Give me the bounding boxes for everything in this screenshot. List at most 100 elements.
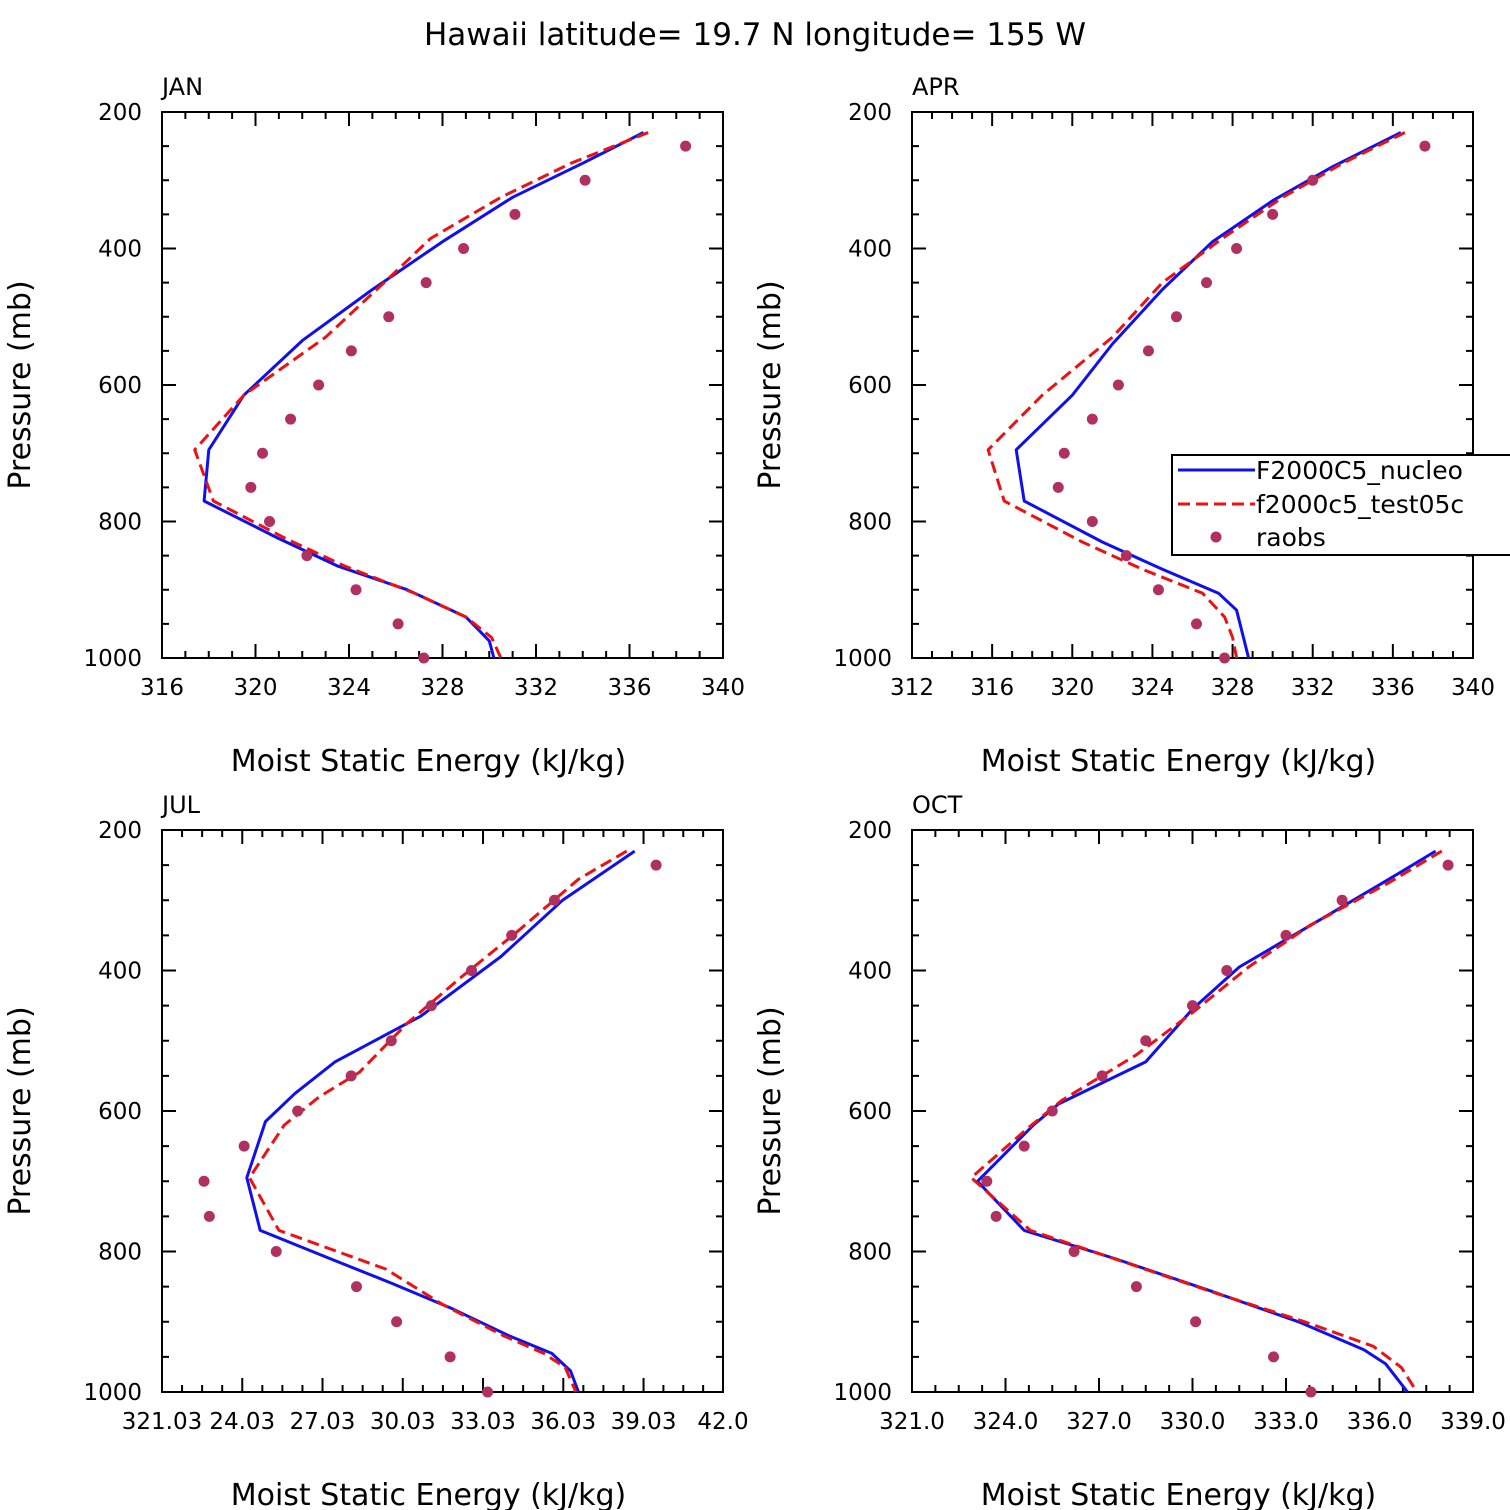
y-tick-label: 400 (848, 959, 892, 985)
raobs-point (650, 859, 662, 871)
series-line-test05c (193, 131, 649, 659)
x-tick-label: 336 (608, 675, 652, 701)
raobs-point (990, 1210, 1002, 1222)
y-axis-label: Pressure (mb) (3, 1006, 38, 1215)
y-tick-label: 400 (848, 237, 892, 263)
raobs-point (391, 1316, 403, 1328)
raobs-point (548, 894, 560, 906)
x-tick-label: 321.03 (122, 1409, 202, 1435)
x-tick-label: 33.03 (450, 1409, 516, 1435)
series-line-test05c (248, 849, 628, 1393)
panel-apr: 200 400 600 800 1000 312 316 320 324 328 332 336 340… (753, 73, 1495, 779)
y-tick-label: 600 (848, 373, 892, 399)
x-tick-label: 324 (327, 675, 371, 701)
raobs-point (1046, 1105, 1058, 1117)
plot-frame (911, 829, 1474, 1393)
y-tick-label: 400 (98, 237, 142, 263)
y-tick-label: 200 (848, 818, 892, 844)
x-tick-label: 333.0 (1253, 1409, 1319, 1435)
raobs-point (270, 1246, 282, 1257)
raobs-point (292, 1105, 304, 1117)
x-axis-label: Moist Static Energy (kJ/kg) (981, 1478, 1377, 1510)
raobs-point (313, 379, 325, 391)
figure-title: Hawaii latitude= 19.7 N longitude= 155 W (424, 17, 1086, 53)
x-tick-label: 36.03 (530, 1409, 596, 1435)
panel-title: JAN (160, 73, 203, 101)
x-tick-label: 316 (140, 675, 184, 701)
raobs-point (1336, 894, 1348, 906)
y-tick-label: 800 (98, 1240, 142, 1266)
raobs-point (1068, 1246, 1080, 1257)
raobs-point (444, 1351, 456, 1363)
y-tick-label: 200 (98, 100, 142, 126)
y-tick-label: 600 (98, 1099, 142, 1125)
x-axis-label: Moist Static Energy (kJ/kg) (231, 744, 627, 779)
legend-label: F2000C5_nucleo (1256, 456, 1463, 485)
panel-title: JUL (160, 791, 201, 819)
x-tick-label: 332 (514, 675, 558, 701)
raobs-point (350, 584, 362, 596)
raobs-point (509, 208, 521, 220)
raobs-point (257, 447, 269, 459)
raobs-point (385, 1035, 397, 1047)
raobs-point (1201, 277, 1213, 289)
x-tick-label: 327.0 (1066, 1409, 1132, 1435)
raobs-point (1267, 208, 1279, 220)
raobs-point (420, 277, 432, 289)
series-line-nucleo (976, 849, 1437, 1393)
raobs-point (1231, 243, 1243, 254)
legend-marker (1210, 531, 1222, 543)
raobs-point (1307, 174, 1319, 186)
x-tick-label: 30.03 (370, 1409, 436, 1435)
y-axis-label: Pressure (mb) (753, 1006, 788, 1215)
x-tick-label: 332 (1291, 675, 1335, 701)
plot-frame (161, 829, 724, 1393)
raobs-point (1419, 140, 1431, 152)
raobs-point (418, 652, 430, 664)
y-tick-label: 1000 (83, 646, 142, 672)
x-tick-label: 339.0 (1440, 1409, 1506, 1435)
raobs-point (1112, 379, 1124, 391)
raobs-point (203, 1210, 215, 1222)
raobs-point (345, 1070, 357, 1082)
y-tick-label: 400 (98, 959, 142, 985)
x-tick-label: 42.0 (697, 1409, 748, 1435)
x-tick-label: 324 (1130, 675, 1174, 701)
y-tick-label: 1000 (833, 1380, 892, 1406)
y-tick-label: 800 (98, 510, 142, 536)
x-tick-label: 328 (1211, 675, 1255, 701)
raobs-point (1442, 859, 1454, 871)
y-tick-label: 800 (848, 510, 892, 536)
raobs-point (1140, 1035, 1152, 1047)
y-axis-label: Pressure (mb) (753, 280, 788, 489)
x-tick-label: 39.03 (611, 1409, 677, 1435)
raobs-point (350, 1281, 362, 1293)
raobs-point (1096, 1070, 1108, 1082)
raobs-point (1191, 618, 1203, 630)
raobs-point (981, 1175, 993, 1187)
raobs-point (1268, 1351, 1280, 1363)
y-tick-label: 800 (848, 1240, 892, 1266)
raobs-point (1190, 1316, 1202, 1328)
x-tick-label: 27.03 (290, 1409, 356, 1435)
raobs-point (1280, 929, 1292, 941)
x-tick-label: 336 (1371, 675, 1415, 701)
raobs-point (458, 243, 470, 254)
panel-title: APR (912, 73, 960, 101)
raobs-point (245, 481, 257, 493)
y-tick-label: 600 (848, 1099, 892, 1125)
raobs-point (1120, 550, 1132, 562)
raobs-point (285, 413, 297, 425)
raobs-point (1219, 652, 1231, 664)
raobs-point (1305, 1386, 1317, 1398)
raobs-point (264, 516, 276, 527)
panel-title: OCT (912, 791, 963, 819)
x-axis-label: Moist Static Energy (kJ/kg) (231, 1478, 627, 1510)
panel-oct: 200 400 600 800 1000 321.0 324.0 327.0 330.0 333.… (753, 791, 1506, 1510)
x-tick-label: 24.03 (209, 1409, 275, 1435)
x-tick-label: 321.0 (879, 1409, 945, 1435)
raobs-point (238, 1140, 250, 1152)
raobs-point (466, 965, 478, 976)
